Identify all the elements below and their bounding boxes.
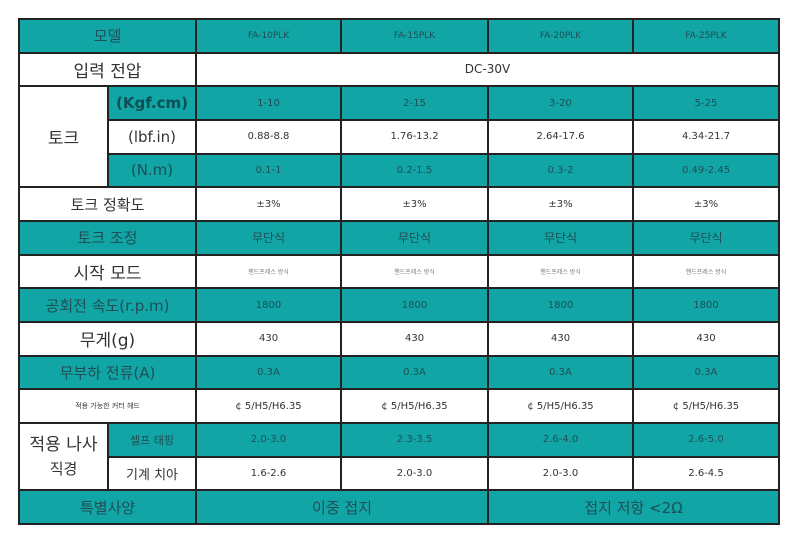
row-label: 적용 가능한 커터 헤드 bbox=[17, 388, 198, 424]
value-cell: 핸드프레스 방식 bbox=[340, 253, 490, 290]
value-cell: ±3% bbox=[195, 186, 343, 222]
value-cell: 0.1-1 bbox=[195, 152, 343, 189]
model-cell: FA-15PLK bbox=[340, 18, 490, 54]
value-cell: 0.88-8.8 bbox=[195, 118, 343, 155]
value-cell: 2.0-3.0 bbox=[340, 455, 490, 492]
screw-label-line2: 직경 bbox=[49, 460, 78, 479]
value-cell: 무단식 bbox=[632, 219, 781, 256]
value-cell: 접지 저항 <2Ω bbox=[487, 489, 781, 525]
torque-adjust-row: 토크 조정 무단식 무단식 무단식 무단식 bbox=[17, 219, 781, 256]
value-cell: 0.3-2 bbox=[487, 152, 635, 189]
value-cell: 2.3-3.5 bbox=[340, 421, 490, 458]
value-cell: 0.3A bbox=[340, 354, 490, 391]
row-label: 특별사양 bbox=[17, 489, 198, 525]
torque-unit: (N.m) bbox=[106, 152, 198, 189]
self-tapping-row: 적용 나사 직경 셀프 태핑 2.0-3.0 2.3-3.5 2.6-4.0 2… bbox=[18, 421, 781, 492]
value-cell: 2.6-5.0 bbox=[632, 421, 781, 458]
value-cell: 2.6-4.5 bbox=[632, 455, 781, 492]
value-cell: 2.6-4.0 bbox=[487, 421, 635, 458]
value-cell: 무단식 bbox=[340, 219, 490, 256]
row-label: 무게(g) bbox=[17, 320, 198, 357]
screw-label-line1: 적용 나사 bbox=[29, 434, 98, 455]
row-label: 공회전 속도(r.p.m) bbox=[17, 287, 198, 323]
screw-type: 기계 치아 bbox=[106, 455, 198, 492]
value-cell: ¢ 5/H5/H6.35 bbox=[340, 388, 490, 424]
row-label: 토크 조정 bbox=[17, 219, 198, 256]
value-cell: 2.0-3.0 bbox=[195, 421, 343, 458]
value-cell: 430 bbox=[195, 320, 343, 357]
torque-kgf-row: 토크 (Kgf.cm) 1-10 2-15 3-20 5-25 bbox=[18, 85, 781, 189]
torque-unit: (Kgf.cm) bbox=[106, 85, 198, 121]
value-cell: 0.49-2.45 bbox=[632, 152, 781, 189]
cutter-head-row: 적용 가능한 커터 헤드 ¢ 5/H5/H6.35 ¢ 5/H5/H6.35 ¢… bbox=[17, 388, 781, 424]
value-cell: 무단식 bbox=[487, 219, 635, 256]
value-cell: 2.64-17.6 bbox=[487, 118, 635, 155]
value-cell: 0.2-1.5 bbox=[340, 152, 490, 189]
value-cell: 1800 bbox=[632, 287, 781, 323]
value-cell: 4.34-21.7 bbox=[632, 118, 781, 155]
spec-table: 모델 FA-10PLK FA-15PLK FA-20PLK FA-25PLK 입… bbox=[17, 18, 781, 525]
value-cell: ¢ 5/H5/H6.35 bbox=[632, 388, 781, 424]
model-cell: FA-20PLK bbox=[487, 18, 635, 54]
value-cell: 3-20 bbox=[487, 85, 635, 121]
value-cell: 1.76-13.2 bbox=[340, 118, 490, 155]
value-cell: 핸드프레스 방식 bbox=[487, 253, 635, 290]
value-cell: 430 bbox=[340, 320, 490, 357]
model-row: 모델 FA-10PLK FA-15PLK FA-20PLK FA-25PLK bbox=[17, 18, 781, 54]
value-cell: ¢ 5/H5/H6.35 bbox=[487, 388, 635, 424]
machine-thread-row: 기계 치아 1.6-2.6 2.0-3.0 2.0-3.0 2.6-4.5 bbox=[19, 455, 781, 492]
value-cell: 2.0-3.0 bbox=[487, 455, 635, 492]
value-cell: 430 bbox=[487, 320, 635, 357]
value-cell: 핸드프레스 방식 bbox=[195, 253, 343, 290]
screw-type: 셀프 태핑 bbox=[106, 421, 198, 458]
value-cell: 무단식 bbox=[195, 219, 343, 256]
value-cell: 0.3A bbox=[195, 354, 343, 391]
input-voltage-row: 입력 전압 DC-30V bbox=[17, 51, 781, 88]
model-cell: FA-25PLK bbox=[632, 18, 781, 54]
value-cell: ±3% bbox=[487, 186, 635, 222]
value-cell: 핸드프레스 방식 bbox=[632, 253, 781, 290]
torque-nm-row: (N.m) 0.1-1 0.2-1.5 0.3-2 0.49-2.45 bbox=[19, 152, 781, 189]
input-voltage-value: DC-30V bbox=[195, 51, 781, 88]
screw-label: 적용 나사 직경 bbox=[18, 421, 109, 492]
torque-unit: (lbf.in) bbox=[106, 118, 198, 155]
value-cell: ¢ 5/H5/H6.35 bbox=[195, 388, 343, 424]
value-cell: ±3% bbox=[632, 186, 781, 222]
value-cell: 이중 접지 bbox=[195, 489, 490, 525]
torque-accuracy-row: 토크 정확도 ±3% ±3% ±3% ±3% bbox=[17, 186, 781, 222]
value-cell: 1800 bbox=[195, 287, 343, 323]
no-load-current-row: 무부하 전류(A) 0.3A 0.3A 0.3A 0.3A bbox=[17, 354, 781, 391]
value-cell: 0.3A bbox=[632, 354, 781, 391]
torque-lbf-row: (lbf.in) 0.88-8.8 1.76-13.2 2.64-17.6 4.… bbox=[19, 118, 781, 155]
value-cell: 0.3A bbox=[487, 354, 635, 391]
value-cell: 1800 bbox=[340, 287, 490, 323]
value-cell: 430 bbox=[632, 320, 781, 357]
model-cell: FA-10PLK bbox=[195, 18, 343, 54]
idle-speed-row: 공회전 속도(r.p.m) 1800 1800 1800 1800 bbox=[17, 287, 781, 323]
row-label: 시작 모드 bbox=[17, 253, 198, 290]
value-cell: 1.6-2.6 bbox=[195, 455, 343, 492]
value-cell: 1800 bbox=[487, 287, 635, 323]
special-row: 특별사양 이중 접지 접지 저항 <2Ω bbox=[17, 489, 781, 525]
model-label: 모델 bbox=[17, 18, 198, 54]
value-cell: 5-25 bbox=[632, 85, 781, 121]
value-cell: ±3% bbox=[340, 186, 490, 222]
input-voltage-label: 입력 전압 bbox=[17, 51, 198, 88]
start-mode-row: 시작 모드 핸드프레스 방식 핸드프레스 방식 핸드프레스 방식 핸드프레스 방… bbox=[17, 253, 781, 290]
weight-row: 무게(g) 430 430 430 430 bbox=[17, 320, 781, 357]
value-cell: 2-15 bbox=[340, 85, 490, 121]
row-label: 무부하 전류(A) bbox=[17, 354, 198, 391]
row-label: 토크 정확도 bbox=[17, 186, 198, 222]
torque-label: 토크 bbox=[18, 85, 109, 189]
value-cell: 1-10 bbox=[195, 85, 343, 121]
